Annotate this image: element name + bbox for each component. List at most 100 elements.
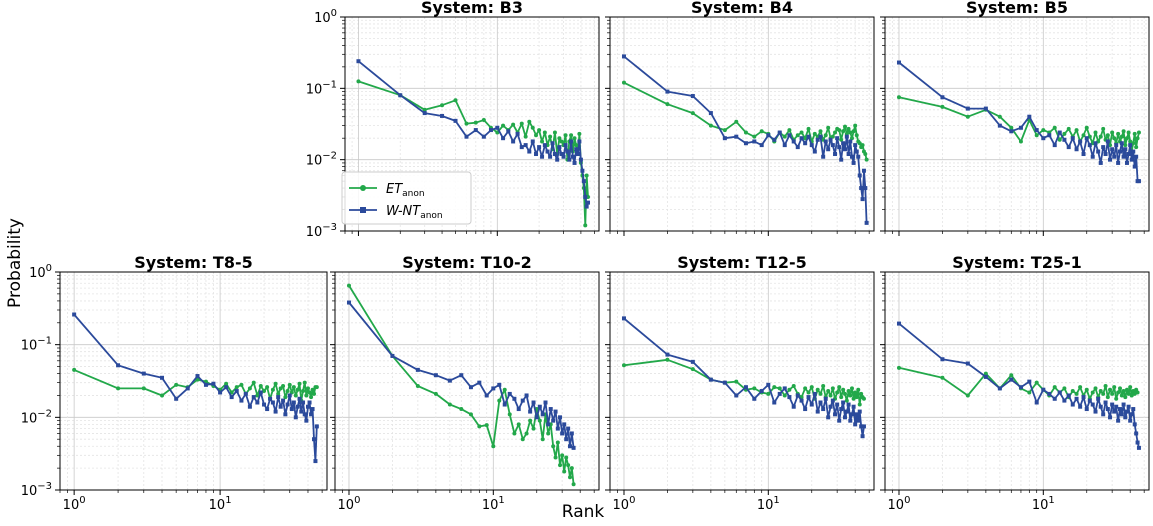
data-point bbox=[540, 139, 545, 144]
data-point bbox=[468, 412, 473, 417]
data-point bbox=[552, 130, 557, 135]
data-point bbox=[861, 424, 866, 429]
data-point bbox=[803, 136, 808, 141]
data-point bbox=[566, 426, 571, 431]
data-point bbox=[853, 422, 858, 427]
data-point bbox=[860, 143, 865, 148]
data-point bbox=[833, 152, 838, 157]
data-point bbox=[516, 422, 521, 427]
data-point bbox=[560, 453, 565, 458]
data-point bbox=[851, 396, 856, 401]
data-point bbox=[580, 168, 585, 173]
data-point bbox=[621, 363, 626, 368]
data-point bbox=[848, 130, 853, 135]
panel-frame bbox=[884, 271, 1150, 491]
data-point bbox=[289, 390, 294, 395]
data-point bbox=[818, 134, 823, 139]
data-point bbox=[262, 402, 267, 407]
data-point bbox=[844, 398, 849, 403]
data-point bbox=[1052, 143, 1057, 148]
data-point bbox=[1129, 393, 1134, 398]
data-point bbox=[224, 381, 229, 386]
data-point bbox=[803, 141, 808, 146]
data-point bbox=[497, 398, 502, 403]
data-point bbox=[823, 133, 828, 138]
y-ticks bbox=[605, 16, 610, 232]
data-point bbox=[851, 129, 856, 134]
legend-label-base: W-NT bbox=[386, 204, 421, 219]
data-point bbox=[1027, 114, 1032, 119]
data-point bbox=[502, 402, 507, 407]
data-point bbox=[983, 106, 988, 111]
data-point bbox=[440, 103, 445, 108]
data-point bbox=[422, 107, 427, 112]
data-point bbox=[940, 104, 945, 109]
data-point bbox=[577, 139, 582, 144]
x-ticks: 100 101 bbox=[884, 490, 1145, 513]
data-point bbox=[759, 143, 764, 148]
series-line-2 bbox=[623, 317, 865, 438]
data-point bbox=[116, 363, 121, 368]
y-tick-label: 100 bbox=[29, 263, 52, 281]
data-point bbox=[356, 59, 361, 64]
y-tick-label: 10−3 bbox=[306, 222, 337, 240]
y-tick-label-base: 10 bbox=[21, 411, 38, 426]
data-point bbox=[276, 395, 281, 400]
data-point bbox=[310, 407, 315, 412]
data-point bbox=[575, 152, 580, 157]
data-point bbox=[854, 395, 859, 400]
data-point bbox=[853, 390, 858, 395]
data-point bbox=[265, 407, 270, 412]
y-axis-label: Probability bbox=[5, 218, 25, 308]
data-point bbox=[665, 102, 670, 107]
data-point bbox=[229, 395, 234, 400]
data-point bbox=[203, 382, 208, 387]
data-point bbox=[861, 396, 866, 401]
data-point bbox=[818, 400, 823, 405]
data-point bbox=[537, 145, 542, 150]
panel-title: System: T10-2 bbox=[402, 253, 532, 272]
data-point bbox=[569, 466, 574, 471]
data-point bbox=[283, 395, 288, 400]
data-point bbox=[265, 385, 270, 390]
data-point bbox=[289, 407, 294, 412]
data-point bbox=[1114, 143, 1119, 148]
data-point bbox=[557, 136, 562, 141]
data-point bbox=[583, 223, 588, 228]
x-tick-label-base: 10 bbox=[613, 498, 630, 513]
data-point bbox=[857, 402, 862, 407]
data-point bbox=[477, 380, 482, 385]
data-point bbox=[1027, 390, 1032, 395]
data-point bbox=[562, 469, 567, 474]
data-point bbox=[523, 143, 528, 148]
x-tick-label-base: 10 bbox=[209, 498, 226, 513]
data-point bbox=[856, 418, 861, 423]
data-point bbox=[1132, 131, 1137, 136]
data-point bbox=[1123, 147, 1128, 152]
data-point bbox=[849, 154, 854, 159]
data-point bbox=[185, 386, 190, 391]
data-point bbox=[484, 393, 489, 398]
data-point bbox=[1116, 390, 1121, 395]
data-point bbox=[940, 357, 945, 362]
grid bbox=[609, 272, 874, 491]
data-point bbox=[1081, 133, 1086, 138]
data-point bbox=[1078, 385, 1083, 390]
data-point bbox=[1101, 145, 1106, 150]
data-point bbox=[565, 149, 570, 154]
data-point bbox=[270, 387, 275, 392]
data-point bbox=[553, 409, 558, 414]
data-point bbox=[1052, 385, 1057, 390]
data-point bbox=[495, 125, 500, 130]
data-point bbox=[1070, 402, 1075, 407]
data-point bbox=[777, 391, 782, 396]
data-point bbox=[484, 423, 489, 428]
data-point bbox=[295, 404, 300, 409]
data-point bbox=[1009, 129, 1014, 134]
x-tick-label-base: 10 bbox=[338, 498, 355, 513]
data-point bbox=[1101, 126, 1106, 131]
data-point bbox=[569, 431, 574, 436]
data-point bbox=[795, 145, 800, 150]
data-point bbox=[356, 79, 361, 84]
data-point bbox=[1047, 133, 1052, 138]
